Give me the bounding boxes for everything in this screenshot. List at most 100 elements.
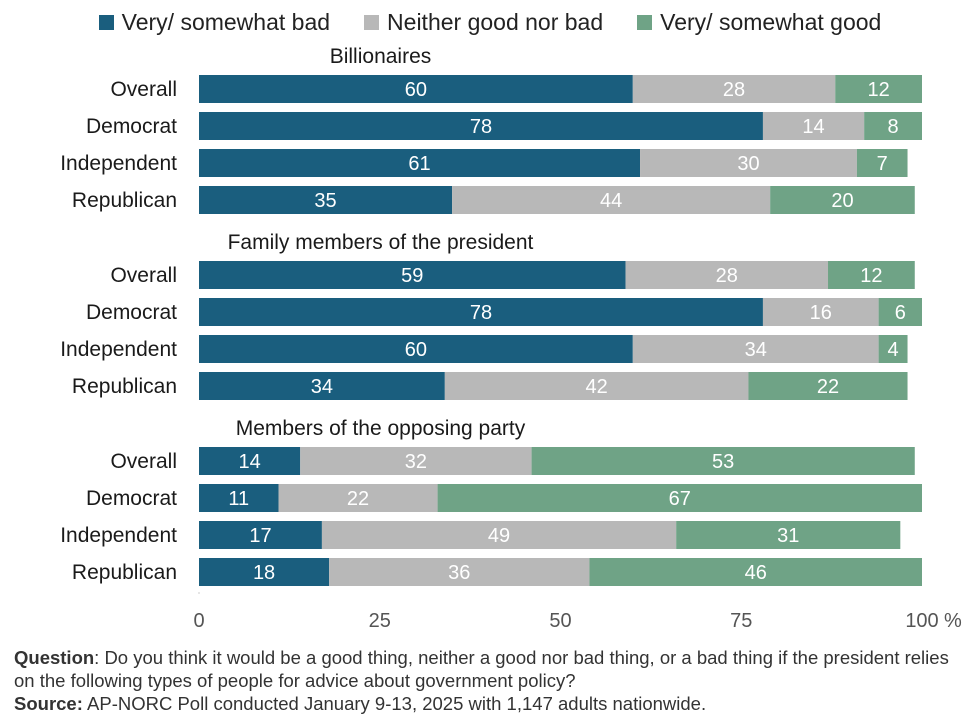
bar-segment-bad [199,558,330,586]
category-label: Overall [110,78,177,101]
value-label-good: 67 [669,488,691,510]
value-label-neither: 32 [405,451,427,473]
value-label-neither: 22 [347,488,369,510]
bar-segment-bad [199,186,453,214]
legend: Very/ somewhat bad Neither good nor bad … [0,0,980,44]
value-label-bad: 61 [408,153,430,175]
value-label-bad: 78 [470,116,492,138]
bar-segment-neither [329,558,590,586]
bar-segment-neither [278,484,438,512]
bar-segment-bad [199,447,301,475]
bar-segment-good [828,261,915,289]
question-text: : Do you think it would be a good thing,… [14,647,949,691]
x-tick-label: 25 [369,610,391,632]
category-label: Democrat [86,301,177,324]
bar-segment-good [589,558,922,586]
legend-swatch-bad [98,14,114,30]
legend-item-neither: Neither good nor bad [364,9,603,36]
bar-segment-good [770,186,915,214]
value-label-neither: 34 [745,339,767,361]
bar-segment-bad [199,298,763,326]
bar-segment-bad [199,335,633,363]
bar-segment-neither [762,298,879,326]
value-label-neither: 42 [586,376,608,398]
value-label-neither: 28 [723,79,745,101]
value-label-neither: 44 [600,190,622,212]
bar-segment-neither [452,186,771,214]
bar-segment-good [856,149,908,177]
bar-segment-neither [444,372,749,400]
x-tick-label: 50 [549,610,571,632]
value-label-good: 7 [877,153,888,175]
category-label: Overall [110,264,177,287]
group-title-1: Billionaires [330,45,432,68]
value-label-neither: 36 [448,562,470,584]
bar-segment-neither [632,75,836,103]
bar-segment-good [835,75,922,103]
bar-segment-bad [199,149,641,177]
chart-notes: Question: Do you think it would be a goo… [14,646,969,715]
bar-segment-bad [199,484,279,512]
legend-swatch-neither [364,14,380,30]
bar-segment-good [878,335,908,363]
value-label-neither: 14 [802,116,824,138]
category-label: Republican [72,561,177,584]
bar-segment-good [531,447,915,475]
source-note: Source: AP-NORC Poll conducted January 9… [14,692,969,715]
category-label: Republican [72,375,177,398]
value-label-neither: 49 [488,525,510,547]
bar-segment-good [748,372,908,400]
value-label-bad: 60 [405,339,427,361]
value-label-good: 22 [817,376,839,398]
value-label-good: 8 [888,116,899,138]
x-tick-label: 0 [193,610,204,632]
value-label-neither: 28 [716,265,738,287]
legend-swatch-good [637,14,653,30]
bar-segment-bad [199,112,763,140]
value-label-good: 53 [712,451,734,473]
value-label-bad: 34 [311,376,333,398]
category-label: Overall [110,450,177,473]
bar-segment-good [864,112,922,140]
legend-item-good: Very/ somewhat good [637,9,881,36]
source-label: Source: [14,693,83,714]
bar-segment-neither [762,112,865,140]
value-label-good: 6 [895,302,906,324]
question-note: Question: Do you think it would be a goo… [14,646,969,692]
bar-segment-good [878,298,922,326]
value-label-bad: 60 [405,79,427,101]
bar-segment-neither [625,261,829,289]
bar-segment-neither [300,447,532,475]
value-label-good: 31 [777,525,799,547]
category-label: Independent [60,152,177,175]
value-label-bad: 17 [249,525,271,547]
category-label: Democrat [86,115,177,138]
value-label-good: 4 [888,339,899,361]
x-tick-label: 100 [905,610,938,632]
value-label-bad: 78 [470,302,492,324]
value-label-bad: 18 [253,562,275,584]
value-label-bad: 14 [238,451,260,473]
bar-segment-bad [199,261,626,289]
value-label-good: 12 [867,79,889,101]
bar-segment-neither [321,521,677,549]
category-label: Democrat [86,487,177,510]
source-text: AP-NORC Poll conducted January 9-13, 202… [82,693,707,714]
question-label: Question [14,647,95,668]
bar-segment-bad [199,75,633,103]
bar-segment-bad [199,372,445,400]
bar-segment-neither [632,335,879,363]
bar-segment-bad [199,521,322,549]
value-label-bad: 11 [228,488,249,510]
value-label-good: 12 [860,265,882,287]
value-label-neither: 16 [810,302,832,324]
x-tick-label: 75 [730,610,752,632]
legend-label-good: Very/ somewhat good [660,8,882,35]
category-label: Independent [60,338,177,361]
x-unit-label: % [944,610,962,632]
value-label-good: 20 [831,190,853,212]
bar-segment-good [437,484,922,512]
group-title-3: Members of the opposing party [236,417,526,440]
value-label-bad: 35 [314,190,336,212]
